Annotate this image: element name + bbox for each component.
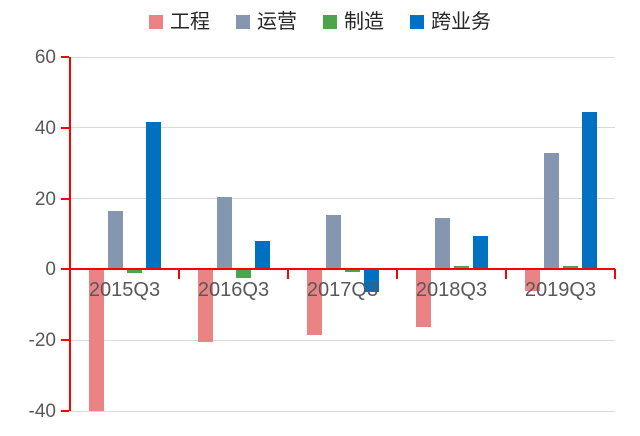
y-tick-label: -40: [28, 401, 56, 422]
bar-2018Q3-series-2: [453, 266, 469, 270]
x-category-label: 2017Q3: [306, 279, 379, 302]
legend-item-1: 运营: [236, 12, 297, 32]
legend-swatch-icon: [410, 15, 424, 29]
bar-2019Q3-series-1: [543, 152, 559, 270]
legend-item-0: 工程: [149, 12, 210, 32]
x-axis-line: [70, 268, 615, 271]
y-axis-tick: [61, 56, 69, 58]
legend-swatch-icon: [323, 15, 337, 29]
legend-label: 跨业务: [431, 11, 491, 33]
bar-2018Q3-series-3: [472, 235, 488, 270]
bar-2017Q3-series-2: [344, 269, 360, 273]
y-axis-tick: [61, 268, 69, 271]
legend-label: 制造: [344, 11, 384, 33]
gridline: [70, 339, 615, 341]
x-axis-tick: [614, 269, 616, 280]
x-category-label: 2019Q3: [524, 279, 597, 302]
legend-item-2: 制造: [323, 12, 384, 32]
legend-swatch-icon: [149, 15, 163, 29]
x-axis-tick: [396, 269, 398, 280]
x-category-label: 2018Q3: [415, 279, 488, 302]
gridline: [70, 410, 615, 412]
bar-2015Q3-series-0: [88, 269, 104, 411]
bar-2016Q3-series-2: [235, 269, 251, 278]
x-category-label: 2016Q3: [197, 279, 270, 302]
plot-area: [61, 56, 616, 412]
bar-2015Q3-series-3: [145, 122, 161, 270]
legend-item-3: 跨业务: [410, 12, 491, 32]
bar-2017Q3-series-1: [325, 214, 341, 270]
bar-2017Q3-series-3: [363, 269, 379, 293]
bar-2016Q3-series-1: [216, 196, 232, 270]
y-axis-tick: [61, 410, 69, 412]
gridline: [70, 56, 615, 58]
y-axis-tick: [61, 339, 69, 342]
legend-swatch-icon: [236, 15, 250, 29]
bar-2016Q3-series-3: [254, 241, 270, 270]
bar-2017Q3-series-0: [306, 269, 322, 335]
x-axis-tick: [69, 269, 71, 280]
y-axis-tick: [61, 197, 69, 200]
gridline: [70, 198, 615, 200]
bar-2019Q3-series-3: [581, 111, 597, 270]
bar-2015Q3-series-2: [126, 269, 142, 273]
y-tick-label: -20: [28, 330, 56, 352]
x-axis-tick: [505, 269, 507, 280]
y-tick-label: 20: [34, 188, 56, 210]
bar-2018Q3-series-1: [434, 217, 450, 270]
bar-2016Q3-series-0: [197, 269, 213, 342]
y-axis-tick: [61, 126, 69, 129]
legend-label: 工程: [170, 11, 210, 33]
bar-2018Q3-series-0: [415, 269, 431, 328]
legend: 工程 运营 制造 跨业务: [0, 12, 640, 32]
y-tick-label: 60: [34, 47, 56, 68]
bar-2019Q3-series-2: [562, 265, 578, 270]
x-axis-tick: [178, 269, 180, 280]
y-tick-label: 40: [34, 117, 56, 139]
bar-2015Q3-series-1: [107, 210, 123, 270]
bar-2019Q3-series-0: [524, 269, 540, 291]
x-axis-tick: [287, 269, 289, 280]
y-axis-line: [69, 57, 71, 411]
gridline: [70, 127, 615, 129]
y-tick-label: 0: [45, 259, 56, 281]
x-category-label: 2015Q3: [88, 279, 161, 302]
legend-label: 运营: [257, 11, 297, 33]
